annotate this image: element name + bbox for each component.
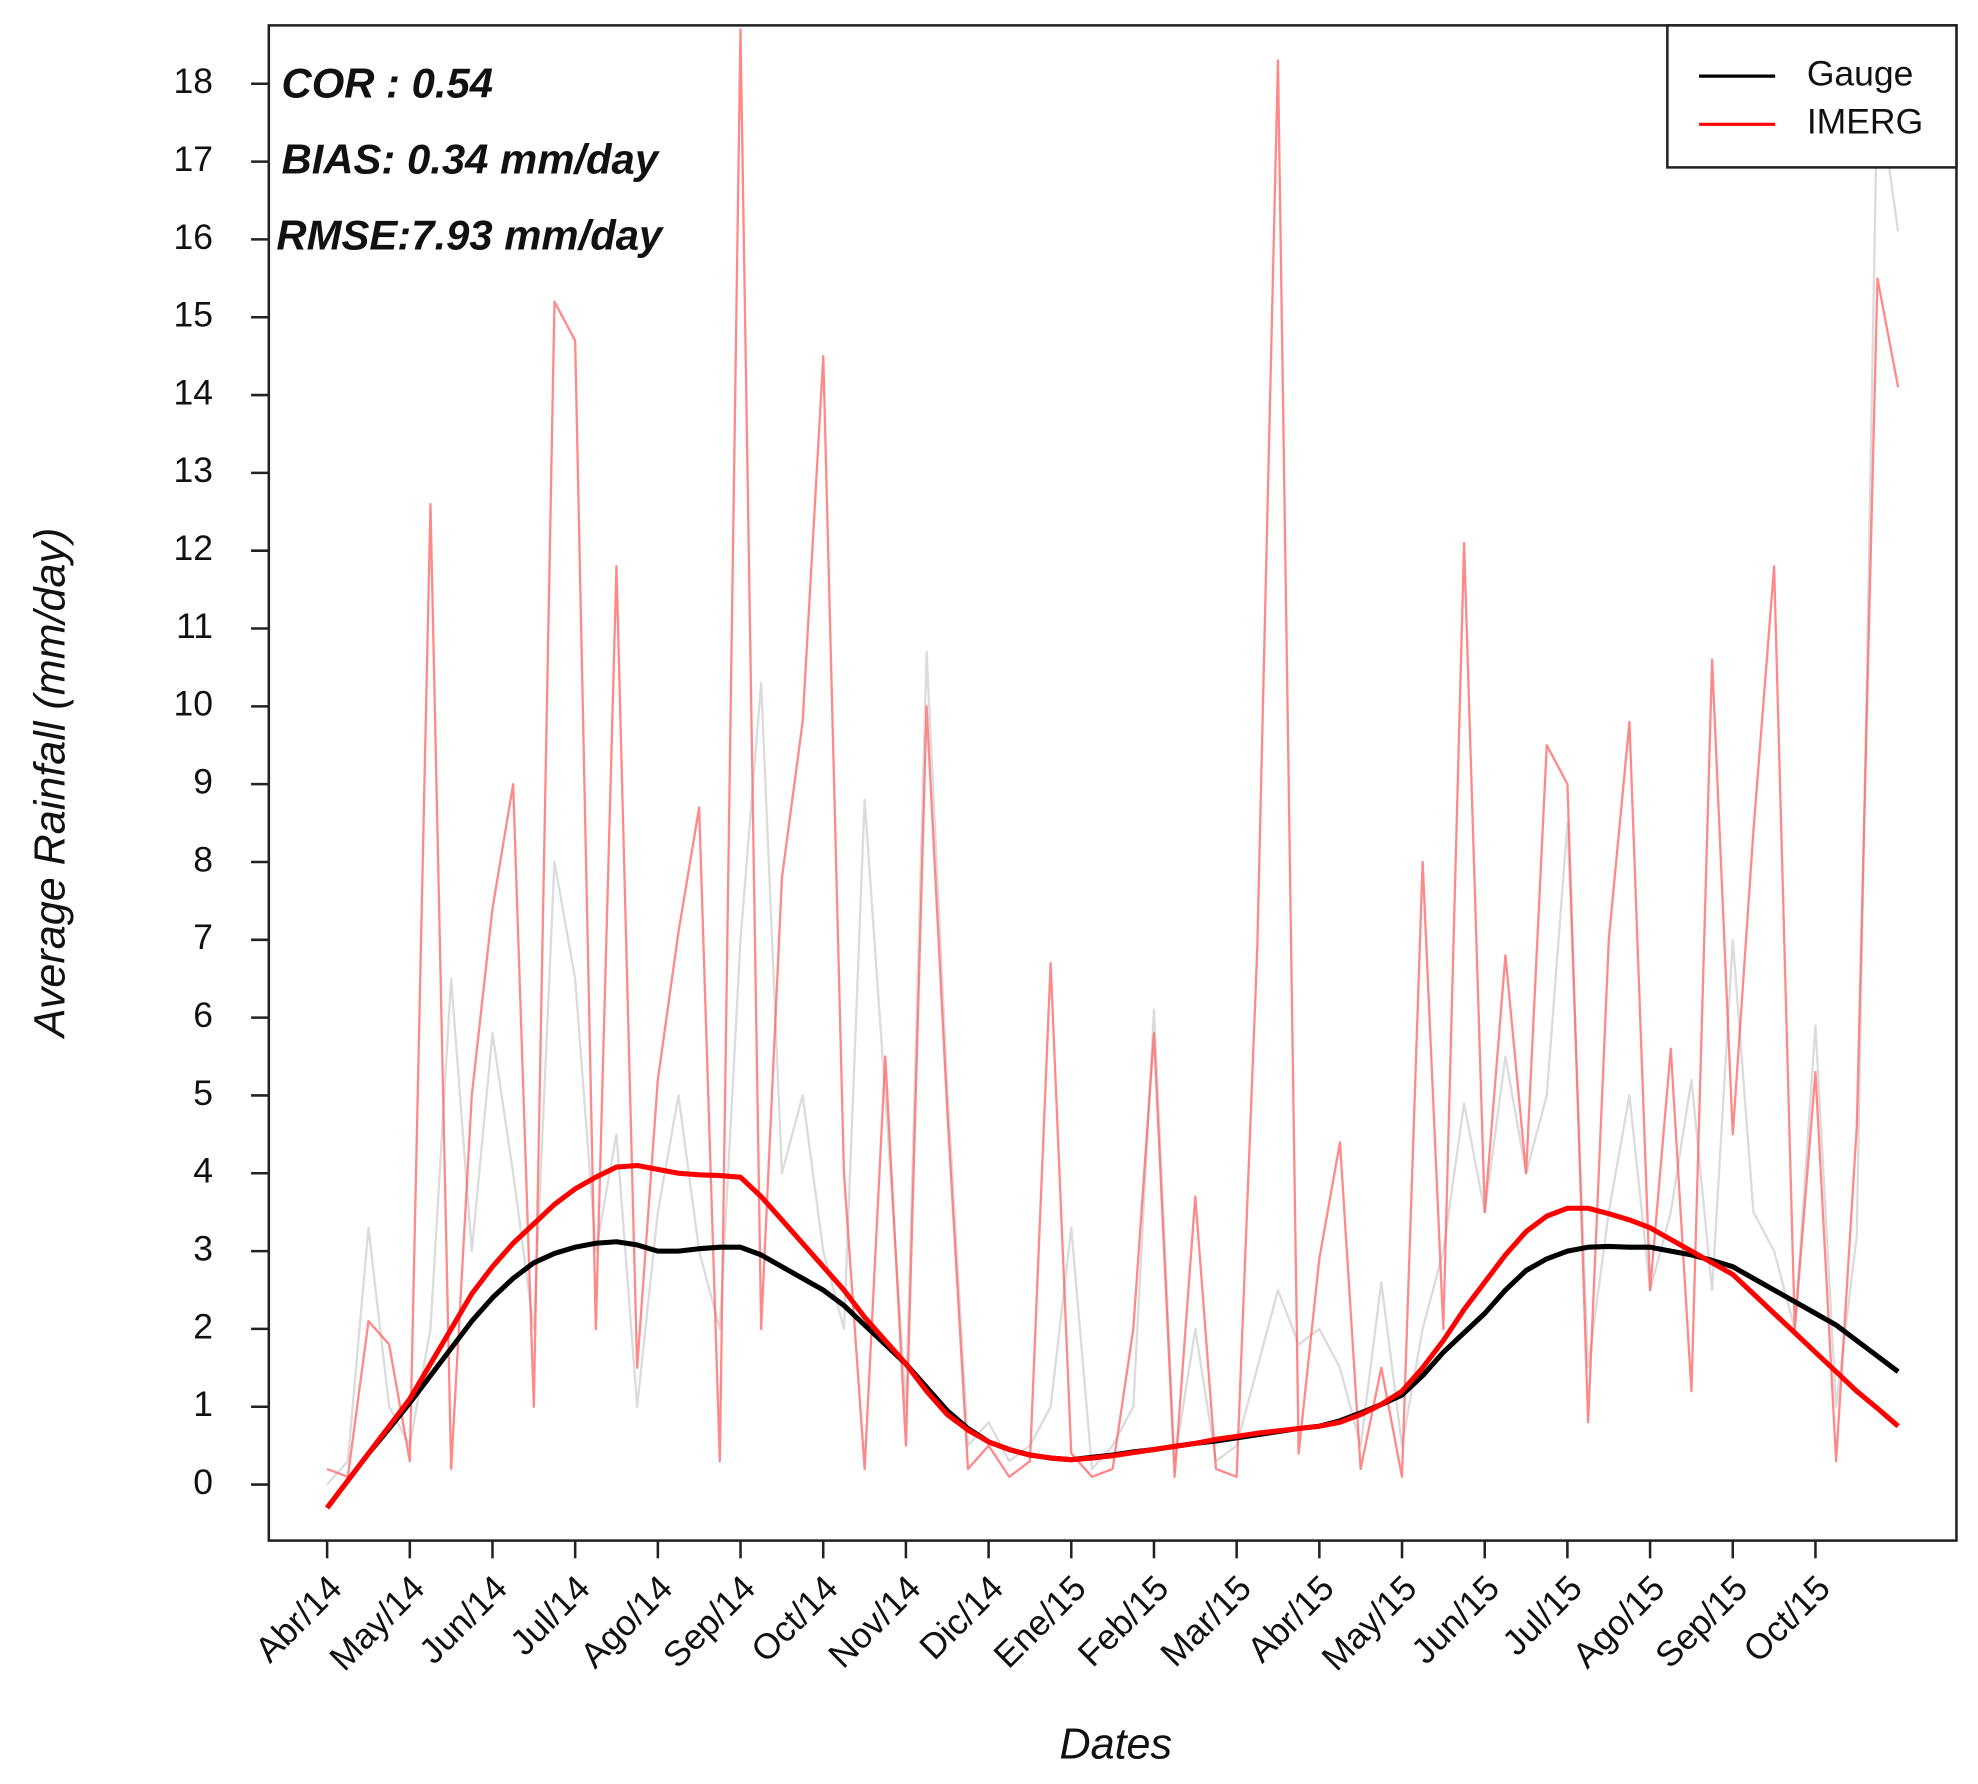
y-tick-label: 12 [174,528,214,568]
x-tick-label: Jun/15 [1403,1568,1507,1672]
x-tick-label: Ago/15 [1565,1568,1673,1676]
y-tick-label: 14 [174,372,214,412]
x-axis-title: Dates [1059,1721,1172,1769]
x-tick-label: Sep/15 [1647,1568,1755,1676]
y-tick-label: 18 [174,61,214,101]
x-tick-label: Mar/15 [1153,1568,1259,1674]
daily-line [326,28,1900,1478]
y-tick-label: 0 [193,1462,213,1502]
annotation: COR : 0.54 [281,59,493,106]
y-tick-label: 6 [193,995,213,1035]
y-tick-label: 4 [193,1151,213,1191]
x-tick-label: Sep/14 [655,1568,763,1676]
x-tick-label: Ene/15 [986,1568,1094,1676]
y-tick-label: 3 [193,1228,213,1268]
x-tick-label: Nov/14 [821,1568,929,1676]
y-tick-label: 15 [174,295,214,335]
legend-box [1666,24,1958,169]
daily-line [326,82,1900,1486]
y-tick-label: 13 [174,450,214,490]
y-tick-label: 16 [174,217,214,257]
legend: Gauge IMERG [1666,24,1958,169]
y-tick-label: 11 [176,606,213,646]
x-tick-label: Jun/14 [411,1568,515,1672]
x-tick-label: Oct/15 [1736,1568,1838,1670]
y-tick-label: 7 [193,917,213,957]
y-tick-label: 1 [193,1384,213,1424]
annotation: RMSE:7.93 mm/day [276,211,664,258]
smooth-line [325,1162,1900,1510]
y-tick-label: 9 [193,762,213,802]
y-axis-title: Average Rainfall (mm/day) [27,528,75,1041]
x-tick-label: Feb/15 [1070,1568,1176,1674]
y-tick-label: 17 [174,139,214,179]
legend-label: Gauge [1807,53,1914,93]
x-tick-label: May/15 [1314,1568,1425,1679]
y-tick-label: 5 [193,1073,213,1113]
y-tick-label: 2 [193,1306,213,1346]
x-tick-label: May/14 [322,1568,433,1679]
y-tick-label: 8 [193,839,213,879]
legend-label: IMERG [1807,102,1923,142]
annotation: BIAS: 0.34 mm/day [281,135,659,182]
y-tick-label: 10 [174,684,214,724]
x-tick-label: Ago/14 [572,1568,680,1676]
